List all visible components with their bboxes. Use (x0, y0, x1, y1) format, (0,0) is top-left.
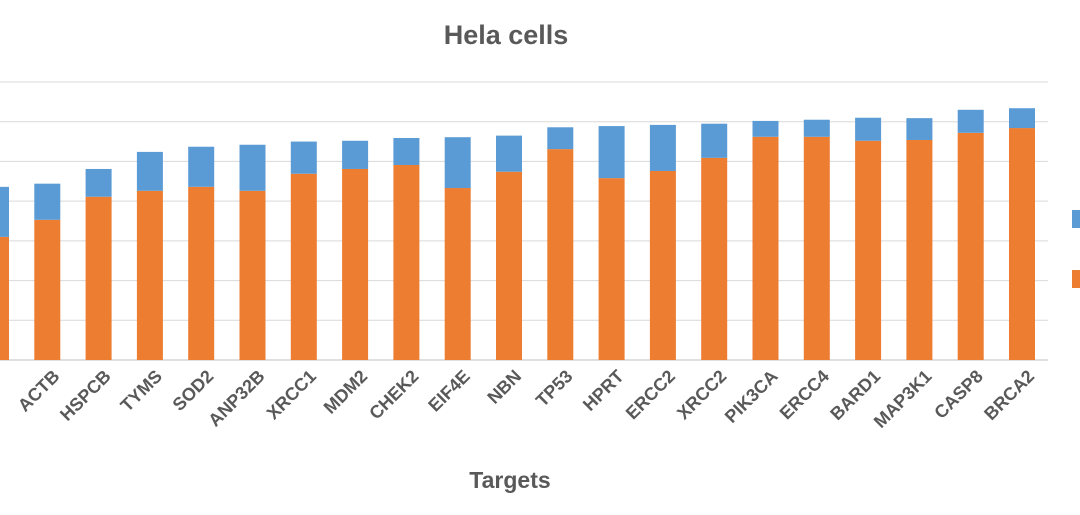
x-tick-label: EIF4E (424, 366, 474, 416)
x-tick-label: BRCA2 (980, 366, 1038, 424)
bar-segment (393, 165, 420, 360)
bar-segment (290, 141, 317, 174)
bar-segment (496, 171, 522, 360)
bar-segment (136, 190, 163, 360)
bar-segment (393, 137, 420, 166)
x-tick-label: ERCC4 (776, 366, 833, 423)
legend-swatch (1072, 210, 1080, 228)
x-axis-label: Targets (469, 467, 550, 493)
bar-segment (34, 183, 61, 220)
bar-segment (649, 170, 676, 360)
bar-segment (85, 196, 112, 360)
bar-segment (906, 118, 933, 140)
x-tick-label: XRCC1 (263, 366, 320, 423)
bar-segment (0, 186, 9, 237)
bar-segment (598, 126, 625, 179)
x-tick-label: CASP8 (930, 366, 987, 423)
bar-segment (855, 117, 882, 141)
bar-segment (803, 136, 830, 360)
bar-segment (752, 136, 779, 360)
bar-segment (957, 109, 984, 133)
x-tick-label: CHEK2 (365, 366, 422, 423)
bar-segment (906, 139, 933, 360)
bar-segment (649, 124, 676, 171)
x-tick-label: PIK3CA (721, 366, 782, 427)
bar-segment (85, 168, 112, 197)
x-tick-label: MDM2 (320, 366, 372, 418)
bar-segment (290, 173, 317, 360)
x-tick-label: HSPCB (56, 366, 115, 425)
bar-segment (188, 146, 215, 187)
bar-segment (547, 127, 574, 150)
bar-segment (855, 140, 882, 360)
bar-segment (239, 144, 266, 191)
bar-segment (239, 190, 266, 360)
bar-segment (752, 120, 779, 137)
x-tick-label: ANP32B (204, 366, 268, 430)
x-tick-label: ACTB (14, 366, 63, 415)
x-tick-label: HPRT (579, 366, 628, 415)
bar-segment (701, 157, 728, 360)
bar-segment (1009, 128, 1035, 360)
bar-segment (957, 132, 984, 360)
bar-segment (0, 236, 9, 360)
bar-segment (188, 186, 215, 360)
bar-segment (34, 219, 61, 360)
bar-segment (342, 140, 369, 169)
x-tick-label: ERCC2 (622, 366, 679, 423)
legend-swatch (1072, 270, 1080, 288)
bar-segment (598, 178, 625, 360)
bar-segment (136, 151, 163, 191)
bar-segment (547, 149, 574, 360)
x-tick-label: TP53 (532, 366, 577, 411)
bar-segment (803, 119, 830, 137)
bar-segment (496, 135, 522, 172)
chart-title: Hela cells (444, 20, 569, 50)
x-tick-label: SOD2 (169, 366, 218, 415)
bar-segment (342, 168, 369, 360)
x-tick-label: TYMS (117, 366, 167, 416)
bar-segment (701, 123, 728, 158)
bar-segment (444, 188, 471, 360)
bar-segment (444, 137, 471, 189)
x-tick-label: NBN (483, 366, 525, 408)
bar-segment (1009, 108, 1035, 129)
